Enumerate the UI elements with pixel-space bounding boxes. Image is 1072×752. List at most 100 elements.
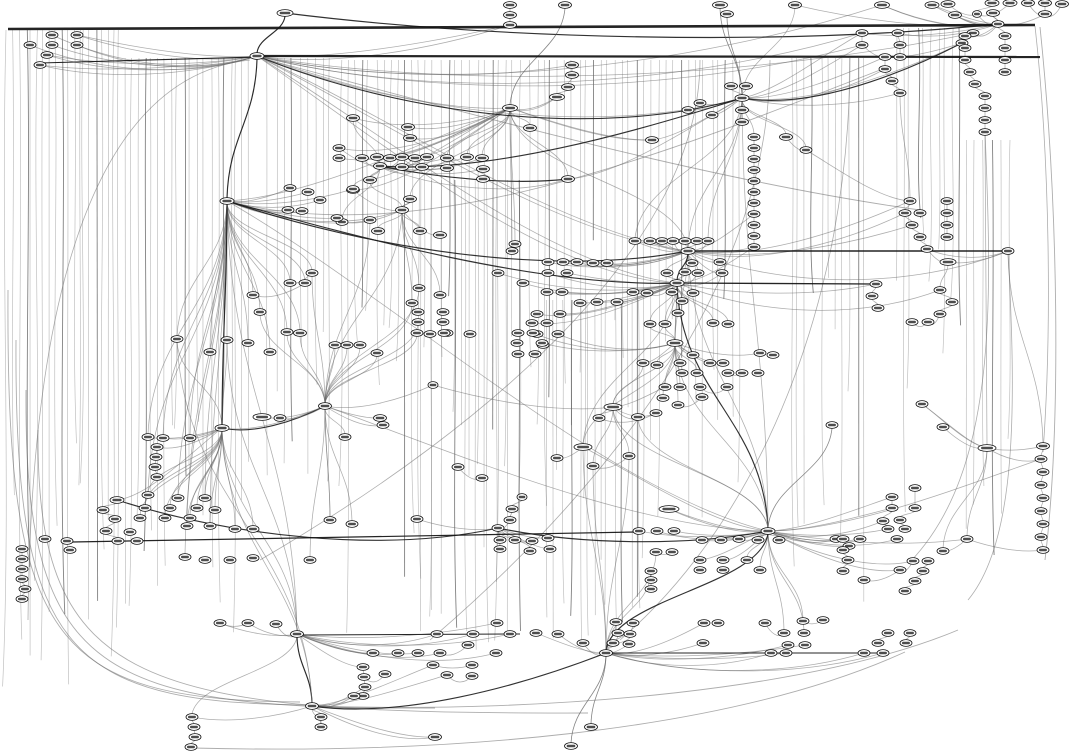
graph-node bbox=[246, 525, 260, 533]
graph-node bbox=[732, 535, 746, 543]
node-label-smudge bbox=[674, 311, 682, 315]
node-label-smudge bbox=[405, 136, 415, 140]
node-label-smudge bbox=[546, 547, 554, 551]
graph-edge bbox=[561, 282, 678, 295]
graph-node bbox=[611, 629, 625, 637]
node-label-smudge bbox=[435, 233, 445, 237]
graph-node bbox=[921, 557, 935, 565]
graph-node bbox=[338, 433, 352, 441]
node-label-smudge bbox=[417, 165, 427, 169]
graph-edge bbox=[582, 449, 607, 651]
graph-edge bbox=[871, 298, 879, 306]
graph-edge bbox=[509, 110, 689, 249]
graph-edge bbox=[741, 100, 755, 135]
node-label-smudge bbox=[911, 579, 919, 583]
graph-edge bbox=[664, 326, 676, 341]
node-label-smudge bbox=[436, 293, 444, 297]
node-label-smudge bbox=[385, 156, 395, 160]
node-label-smudge bbox=[373, 229, 383, 233]
graph-node bbox=[411, 649, 425, 657]
graph-node bbox=[570, 258, 584, 266]
graph-node bbox=[857, 576, 871, 584]
graph-node bbox=[63, 546, 77, 554]
graph-node bbox=[977, 444, 997, 452]
node-label-smudge bbox=[661, 385, 669, 389]
node-label-smudge bbox=[879, 651, 887, 655]
node-label-smudge bbox=[439, 310, 447, 314]
graph-edge bbox=[221, 430, 313, 704]
graph-node bbox=[283, 279, 297, 287]
graph-node bbox=[685, 259, 699, 267]
edge-ribbon bbox=[346, 59, 349, 633]
node-label-smudge bbox=[625, 642, 633, 646]
node-label-smudge bbox=[860, 578, 868, 582]
edge-bundle-curve bbox=[909, 131, 990, 563]
graph-node bbox=[885, 493, 899, 501]
node-label-smudge bbox=[1037, 509, 1045, 513]
graph-node bbox=[681, 106, 695, 114]
graph-node bbox=[411, 308, 425, 316]
node-label-smudge bbox=[533, 312, 541, 316]
graph-node bbox=[376, 421, 390, 429]
graph-node bbox=[622, 640, 636, 648]
graph-node bbox=[626, 619, 640, 627]
edge-ribbon bbox=[494, 179, 498, 641]
edge-ribbon bbox=[290, 57, 293, 442]
node-label-smudge bbox=[99, 508, 107, 512]
graph-node bbox=[721, 320, 735, 328]
node-label-smudge bbox=[496, 547, 504, 551]
node-label-smudge bbox=[966, 70, 974, 74]
graph-node bbox=[551, 630, 565, 638]
node-label-smudge bbox=[563, 85, 573, 89]
edge-ribbon bbox=[991, 139, 995, 556]
graph-node bbox=[475, 154, 489, 162]
node-label-smudge bbox=[365, 178, 375, 182]
graph-node bbox=[549, 93, 565, 101]
graph-edge bbox=[324, 408, 353, 522]
graph-node bbox=[915, 400, 929, 408]
edge-ribbon bbox=[383, 59, 386, 326]
graph-node bbox=[560, 269, 574, 277]
graph-node bbox=[978, 116, 992, 124]
graph-edge bbox=[226, 200, 678, 284]
graph-node bbox=[610, 298, 624, 306]
graph-node bbox=[540, 319, 554, 327]
node-label-smudge bbox=[750, 212, 758, 216]
graph-node bbox=[972, 10, 982, 18]
graph-node bbox=[695, 393, 709, 401]
graph-node bbox=[753, 566, 767, 574]
graph-node bbox=[185, 713, 199, 721]
edge-ribbon bbox=[365, 59, 368, 311]
graph-edge bbox=[805, 149, 911, 202]
edge-ribbon bbox=[614, 299, 618, 633]
graph-edge bbox=[226, 107, 511, 202]
node-label-smudge bbox=[375, 416, 385, 420]
node-label-smudge bbox=[508, 507, 516, 511]
graph-node bbox=[228, 525, 242, 533]
graph-node bbox=[366, 649, 380, 657]
graph-node bbox=[510, 339, 524, 347]
graph-edge bbox=[105, 521, 116, 529]
node-label-smudge bbox=[153, 475, 161, 479]
graph-node bbox=[332, 154, 346, 162]
graph-node bbox=[893, 516, 907, 524]
graph-node bbox=[493, 536, 507, 544]
graph-node bbox=[885, 504, 899, 512]
graph-node bbox=[415, 163, 429, 171]
edge-ribbon bbox=[395, 59, 400, 362]
node-label-smudge bbox=[426, 332, 434, 336]
graph-edge bbox=[984, 134, 988, 446]
graph-edge bbox=[226, 203, 301, 331]
node-label-smudge bbox=[653, 363, 661, 367]
edge-ribbon bbox=[61, 29, 66, 615]
edge-ribbon bbox=[217, 57, 221, 603]
node-label-smudge bbox=[544, 536, 552, 540]
graph-node bbox=[555, 288, 569, 296]
node-label-smudge bbox=[514, 352, 522, 356]
graph-node bbox=[640, 289, 654, 297]
edge-ribbon bbox=[732, 59, 734, 417]
graph-node bbox=[203, 522, 217, 530]
graph-edge bbox=[612, 409, 769, 529]
edge-bundle-curve bbox=[259, 59, 701, 561]
graph-edge bbox=[606, 250, 689, 266]
